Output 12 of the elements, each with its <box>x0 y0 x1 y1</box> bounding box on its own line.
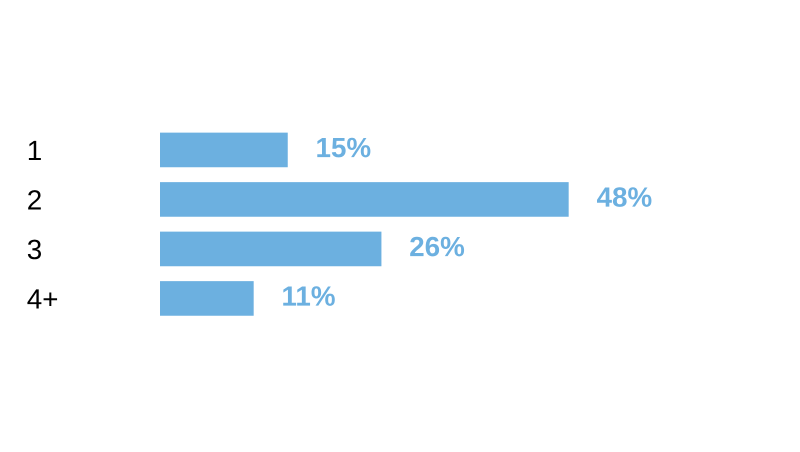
bar <box>160 281 254 316</box>
data-label: 15% <box>317 138 370 158</box>
y-tick-label: 3 <box>28 240 41 260</box>
bar <box>160 132 288 168</box>
y-tick-label: 4+ <box>27 289 58 308</box>
y-tick-label: 2 <box>28 190 41 210</box>
data-label: 48% <box>597 187 652 207</box>
bar <box>160 182 569 217</box>
y-tick-label: 1 <box>28 140 41 160</box>
data-label: 11% <box>283 286 335 306</box>
bar <box>160 232 382 266</box>
data-label: 26% <box>410 236 464 256</box>
